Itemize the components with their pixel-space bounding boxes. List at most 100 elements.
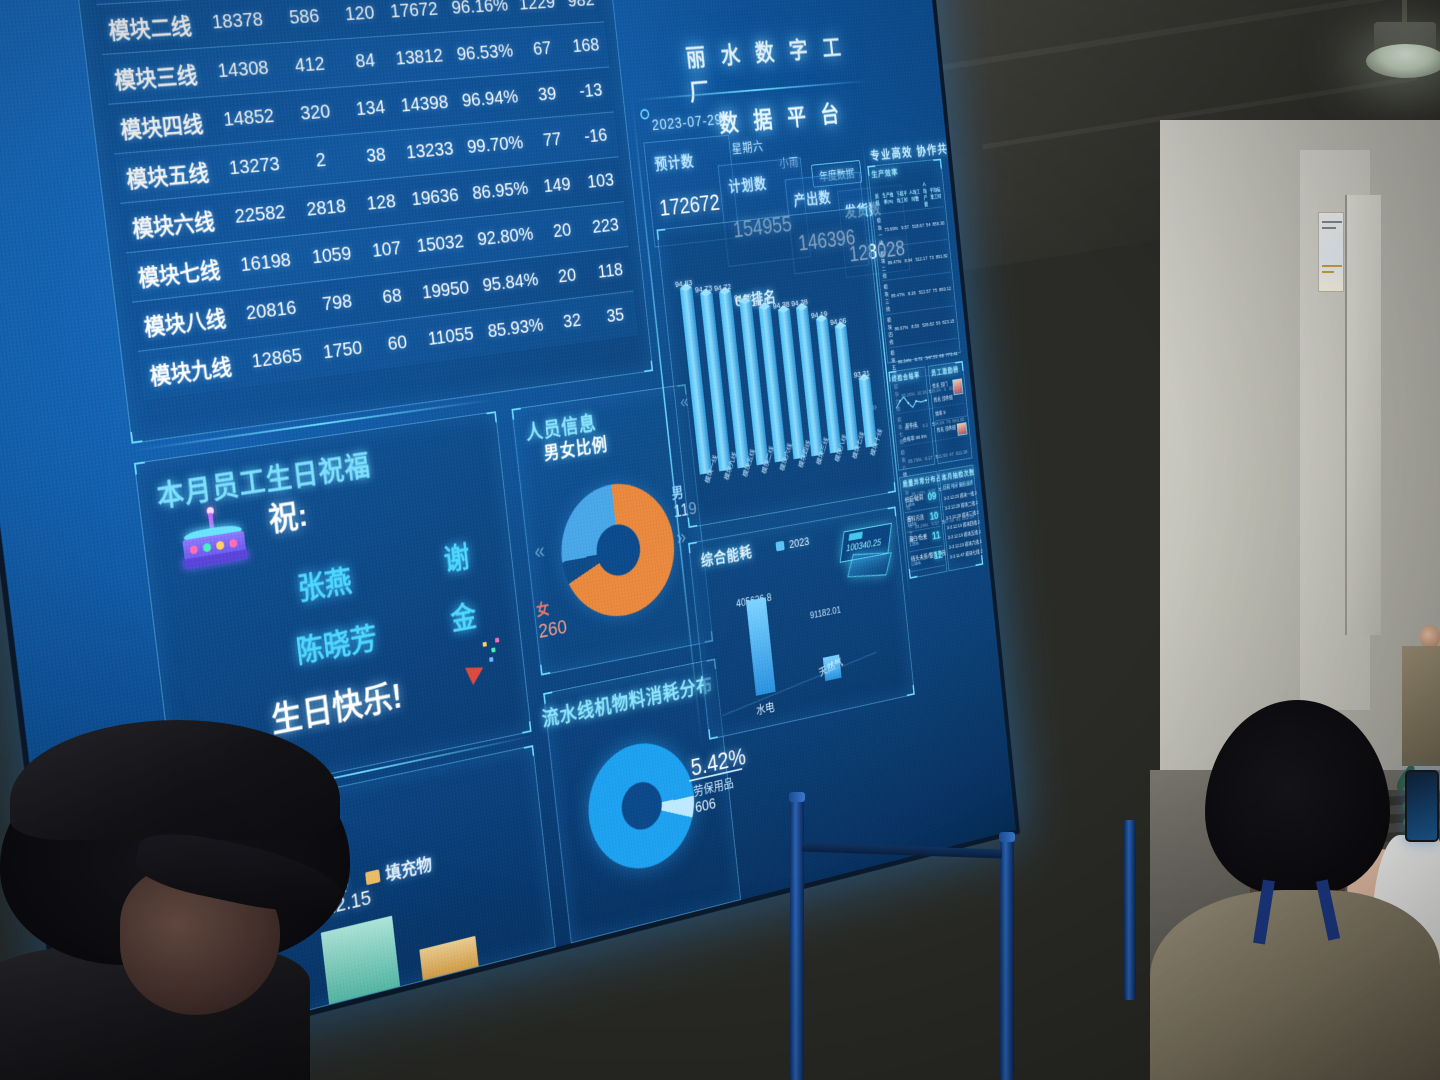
table-cell: 19636 <box>401 171 469 225</box>
queue-barrier-post <box>1124 820 1136 1000</box>
table-cell: 67 <box>516 24 568 74</box>
slogan-right: 专业高效 协作共赢 <box>869 140 959 163</box>
bar-value: 94.72 <box>713 281 732 294</box>
person-background <box>1420 625 1440 649</box>
birthday-name-2: 谢 <box>442 539 472 577</box>
wall-poster <box>1318 212 1344 292</box>
staff-row-value: 9 <box>943 410 946 416</box>
table-cell: 96.53% <box>448 27 522 79</box>
quality-dist-rank: 12 <box>933 548 943 562</box>
quality-dist-pct: 0.98% <box>911 560 922 568</box>
table-cell: 823.15 <box>939 305 958 340</box>
birthday-title: 本月员工生日祝福 <box>155 449 373 513</box>
table-cell: 320 <box>279 86 351 140</box>
table-cell: 134 <box>345 83 396 135</box>
status-dot-icon <box>639 108 650 120</box>
table-cell: 2818 <box>290 181 362 236</box>
legend-label: 填充物 <box>384 855 434 886</box>
table-cell: 16198 <box>229 235 302 291</box>
table-cell: 77 <box>526 115 578 166</box>
queue-barrier-top <box>999 832 1015 842</box>
queue-barrier-post <box>790 800 804 1080</box>
table-cell: 168 <box>562 21 610 71</box>
birthday-name-1: 张燕 <box>295 563 354 607</box>
table-cell: 17672 <box>379 0 449 37</box>
birthday-name-3: 陈晓芳 <box>294 620 379 669</box>
table-cell: 103 <box>577 156 624 206</box>
pipeline-item: 劳保用品 606 <box>692 774 736 817</box>
gender-donut-chart[interactable] <box>554 475 681 627</box>
confetti-icon <box>465 637 506 686</box>
chevron-left-icon[interactable]: « <box>679 391 690 412</box>
quality-dist-pct: 1.05% <box>909 541 920 549</box>
table-cell: 模块三线 <box>102 47 213 105</box>
smartphone <box>1405 770 1439 842</box>
table-cell: 798 <box>301 275 373 331</box>
staff-board-title: 员工激励榜 <box>930 365 960 378</box>
table-cell: 32 <box>546 296 598 347</box>
staff-row-value: 部件组 <box>944 425 957 433</box>
table-cell: 14308 <box>206 43 280 97</box>
energy-title: 综合能耗 <box>700 543 754 570</box>
person-mid <box>1150 890 1440 1080</box>
legend-swatch <box>365 868 381 885</box>
table-cell: 15032 <box>406 217 474 271</box>
table-cell: 20 <box>536 205 588 257</box>
bar-value: 94.19 <box>810 309 828 321</box>
table-cell: 18378 <box>200 0 275 48</box>
energy-legend[interactable]: 2023 <box>775 534 810 554</box>
table-cell: 891.82 <box>933 239 951 275</box>
material-bar[interactable] <box>419 935 479 981</box>
quality-dist-rank: 10 <box>929 509 939 523</box>
quality-dist-pct: 1.15% <box>907 521 918 529</box>
badge-tag-icon <box>848 531 863 541</box>
table-cell: 20816 <box>235 283 308 339</box>
staff-row: 姓名 部件组 <box>937 424 956 434</box>
staff-row-label: 效率 <box>935 411 943 418</box>
table-cell: 412 <box>274 39 346 92</box>
table-cell: 95.84% <box>473 256 547 310</box>
staff-row-value: 部件组 <box>941 395 954 402</box>
queue-barrier-post <box>1000 840 1014 1080</box>
energy-bar-1[interactable] <box>745 597 776 696</box>
avatar <box>956 422 968 436</box>
table-cell: 586 <box>268 0 340 44</box>
chevron-right-icon[interactable]: » <box>871 399 878 414</box>
table-cell: 13273 <box>217 139 291 194</box>
table-cell: 22582 <box>223 187 297 243</box>
table-cell: 35 <box>592 291 639 341</box>
quality-rate-sparkline[interactable] <box>893 385 929 418</box>
chevron-left-icon[interactable]: « <box>533 538 547 565</box>
quality-note-1: 部件组 <box>905 422 918 430</box>
table-cell: 68 <box>366 270 417 323</box>
energy-legend-label: 2023 <box>788 534 810 551</box>
material-bar[interactable] <box>320 915 401 1005</box>
person-background-body <box>1402 646 1440 766</box>
quality-note-2: 合格率:98.9% <box>902 434 928 444</box>
table-cell: 60 <box>372 317 423 370</box>
table-cell: 982 <box>557 0 605 25</box>
production-table-panel: 班组计划数未上架缝制结存产出数完成率检验结存包装结存 模块二线183785861… <box>70 0 654 444</box>
table-cell: 128 <box>356 177 407 229</box>
table-cell: 13233 <box>395 125 464 178</box>
pipeline-donut-chart[interactable] <box>582 733 701 880</box>
table-cell: 1229 <box>511 0 563 28</box>
table-cell: 99.70% <box>458 119 532 172</box>
table-cell: 118 <box>587 246 634 297</box>
legend-item[interactable]: 填充物 <box>364 851 433 891</box>
staff-row-label: 姓名 <box>933 397 942 404</box>
energy-panel: 综合能耗 2023 405636.8 水电 91182.01 天然气 10034… <box>688 506 915 740</box>
table-cell: 12865 <box>240 330 313 387</box>
table-cell: 1059 <box>296 228 367 284</box>
bar-value: 94.73 <box>694 283 713 295</box>
table-header-cell: 平均标准工时 <box>929 187 942 200</box>
table-cell: 107 <box>361 224 412 276</box>
table-cell: 14398 <box>390 78 459 131</box>
staff-row-value: 部门 <box>940 382 949 389</box>
production-table[interactable]: 班组计划数未上架缝制结存产出数完成率检验结存包装结存 模块二线183785861… <box>89 0 639 401</box>
table-cell: 120 <box>334 0 386 40</box>
table-cell: 13812 <box>385 32 454 84</box>
table-cell: 19950 <box>411 263 480 318</box>
door-frame <box>1345 195 1381 635</box>
